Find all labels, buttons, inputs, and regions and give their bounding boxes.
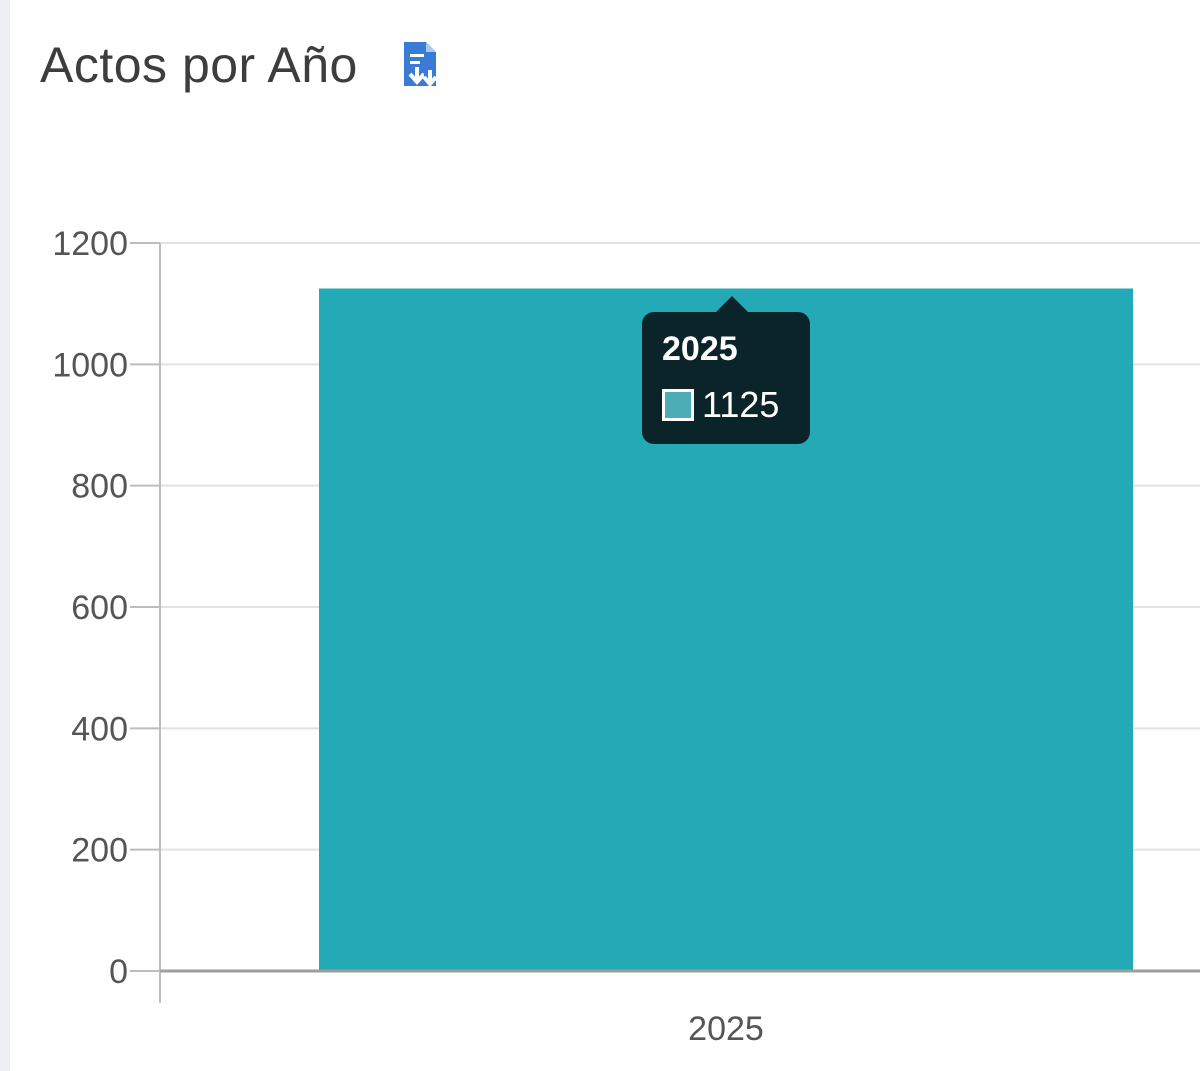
tooltip-row: 1125: [662, 386, 810, 424]
y-tick-label: 1200: [52, 225, 128, 263]
chart-tooltip: 2025 1125: [642, 296, 810, 444]
tooltip-title: 2025: [662, 330, 738, 368]
file-download-icon[interactable]: [402, 42, 438, 88]
y-tick-label: 400: [71, 710, 128, 748]
y-tick-label: 0: [109, 953, 128, 991]
y-tick-label: 800: [71, 468, 128, 506]
tooltip-value: 1125: [702, 384, 780, 425]
tooltip-color-swatch: [662, 389, 694, 421]
x-tick-label: 2025: [688, 1010, 764, 1048]
chart-title: Actos por Año: [40, 37, 358, 93]
y-tick-label: 1000: [52, 346, 128, 384]
chart-header: Actos por Año: [40, 30, 438, 100]
left-edge-strip: [0, 0, 10, 1071]
y-tick-label: 200: [71, 832, 128, 870]
y-tick-label: 600: [71, 589, 128, 627]
